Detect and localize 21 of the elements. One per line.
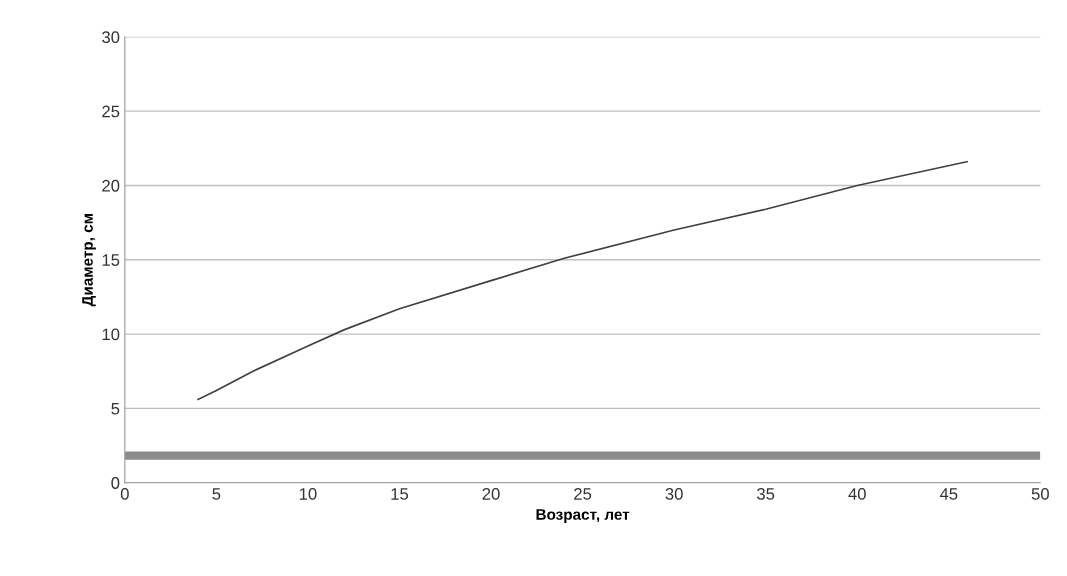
y-axis-title: Диаметр, см [82,214,96,307]
x-tick-label: 5 [212,488,221,500]
y-tick-label: 5 [111,402,120,415]
y-tick-label: 15 [102,254,120,266]
y-tick-label: 30 [102,31,120,44]
y-tick-label: 20 [102,179,120,192]
x-tick-label: 30 [665,487,683,500]
y-tick-label: 25 [102,105,120,118]
x-tick-label: 0 [120,487,129,500]
x-tick-label: 10 [299,487,317,500]
y-tick-label: 10 [102,328,120,341]
x-tick-label: 40 [848,487,866,500]
y-tick-label: 0 [111,477,120,489]
line-series [197,160,968,401]
x-tick-label: 20 [482,487,500,500]
x-tick-label: 25 [574,487,592,500]
x-axis-title: Возраст, лет [536,509,630,523]
x-tick-label: 45 [939,488,958,500]
x-tick-label: 50 [1031,487,1049,500]
x-tick-label: 35 [757,487,775,500]
x-tick-label: 15 [391,488,409,500]
